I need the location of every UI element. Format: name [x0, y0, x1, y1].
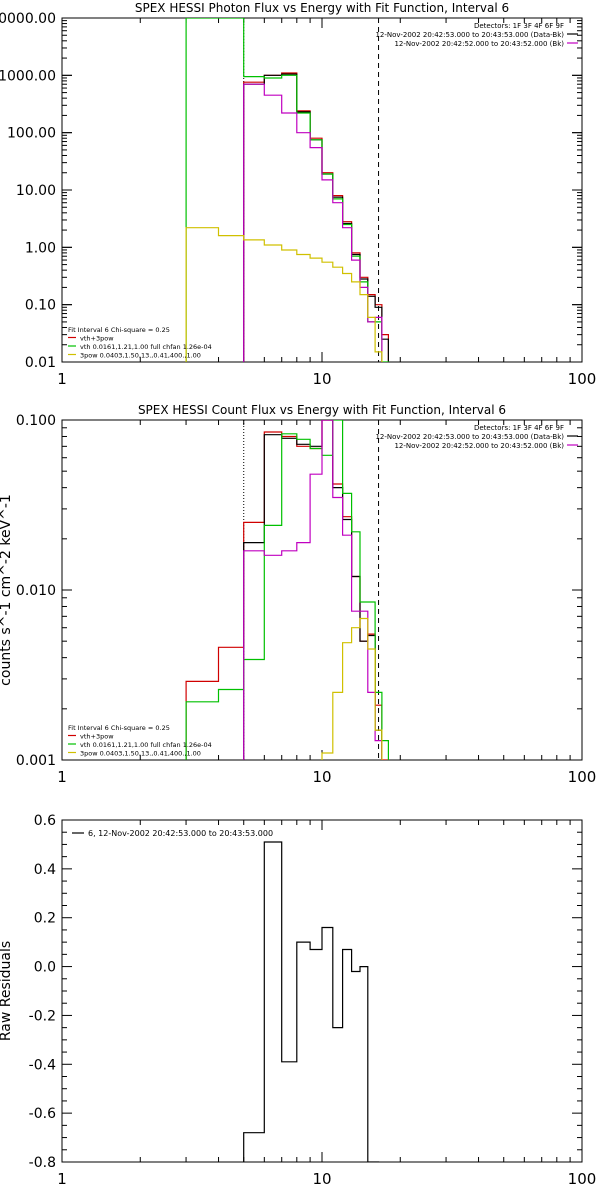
x-tick-label: 10 [312, 1170, 331, 1188]
series-line [185, 227, 383, 362]
plot-frame [61, 819, 583, 1163]
legend-entry: 12-Nov-2002 20:42:52.000 to 20:43:52.000… [394, 40, 564, 48]
chart-title: SPEX HESSI Count Flux vs Energy with Fit… [138, 403, 506, 417]
legend-entry: Fit Interval 6 Chi-square = 0.25 [68, 326, 170, 334]
series-line [243, 72, 389, 362]
y-tick-label: 0.001 [16, 753, 56, 769]
legend-entry: 6, 12-Nov-2002 20:42:53.000 to 20:43:53.… [88, 829, 273, 838]
y-tick-label: -0.6 [29, 1106, 56, 1122]
y-tick-label: 0.10 [25, 298, 56, 314]
legend-entry: vth 0.0161,1.21,1.00 full chfan 1.26e-04 [80, 741, 212, 749]
legend-entry: 12-Nov-2002 20:42:52.000 to 20:43:52.000… [394, 442, 564, 450]
series-line [185, 420, 389, 760]
legend-entry: 3pow 0.0403,1.50,13.,0.41,400.,1.00 [80, 352, 201, 360]
series-line [185, 420, 389, 760]
y-tick-label: 100.00 [7, 126, 56, 142]
legend-entry: 12-Nov-2002 20:42:53.000 to 20:43:53.000… [375, 433, 564, 441]
legend-entry: Fit Interval 6 Chi-square = 0.25 [68, 724, 170, 732]
legend-entry: 3pow 0.0403,1.50,13.,0.41,400.,1.00 [80, 750, 201, 758]
y-tick-label: -0.2 [29, 1008, 56, 1024]
y-tick-label: 1000.00 [0, 68, 56, 84]
series-line [243, 420, 383, 760]
legend-entry: 12-Nov-2002 20:42:53.000 to 20:43:53.000… [375, 31, 564, 39]
x-tick-label: 1 [57, 370, 67, 388]
y-tick-label: 0.01 [25, 355, 56, 371]
y-tick-label: 0.010 [16, 583, 56, 599]
chart-title: SPEX HESSI Photon Flux vs Energy with Fi… [135, 1, 509, 15]
y-tick-label: -0.8 [29, 1155, 56, 1171]
x-tick-label: 10 [312, 370, 331, 388]
y-tick-label: 0.2 [34, 911, 56, 927]
x-tick-label: 100 [568, 1170, 597, 1188]
legend-entry: vth 0.0161,1.21,1.00 full chfan 1.26e-04 [80, 343, 212, 351]
y-tick-label: 0.6 [34, 813, 56, 829]
series-line [243, 83, 383, 362]
x-tick-label: 100 [568, 768, 597, 786]
legend-entry: Detectors: 1F 3F 4F 6F 9F [474, 424, 564, 432]
y-tick-label: 1.00 [25, 240, 56, 256]
y-axis-label: counts s^-1 cm^-2 keV^-1 [0, 494, 14, 686]
y-tick-label: 0.4 [34, 862, 56, 878]
y-tick-label: 10.00 [16, 183, 56, 199]
y-tick-label: 0.100 [16, 413, 56, 429]
y-tick-label: -0.4 [29, 1057, 56, 1073]
y-axis-label: Raw Residuals [0, 941, 14, 1041]
x-tick-label: 1 [57, 768, 67, 786]
y-tick-label: 10000.00 [0, 11, 56, 27]
legend-entry: Detectors: 1F 3F 4F 6F 9F [474, 22, 564, 30]
x-tick-label: 100 [568, 370, 597, 388]
legend-entry: vth+3pow [80, 335, 114, 343]
series-line [321, 617, 383, 760]
series-line [243, 841, 380, 1162]
plot-frame [61, 17, 583, 363]
series-line [185, 18, 389, 362]
x-tick-label: 10 [312, 768, 331, 786]
series-line [243, 73, 389, 362]
y-tick-label: 0.0 [34, 960, 56, 976]
x-tick-label: 1 [57, 1170, 67, 1188]
legend-entry: vth+3pow [80, 733, 114, 741]
